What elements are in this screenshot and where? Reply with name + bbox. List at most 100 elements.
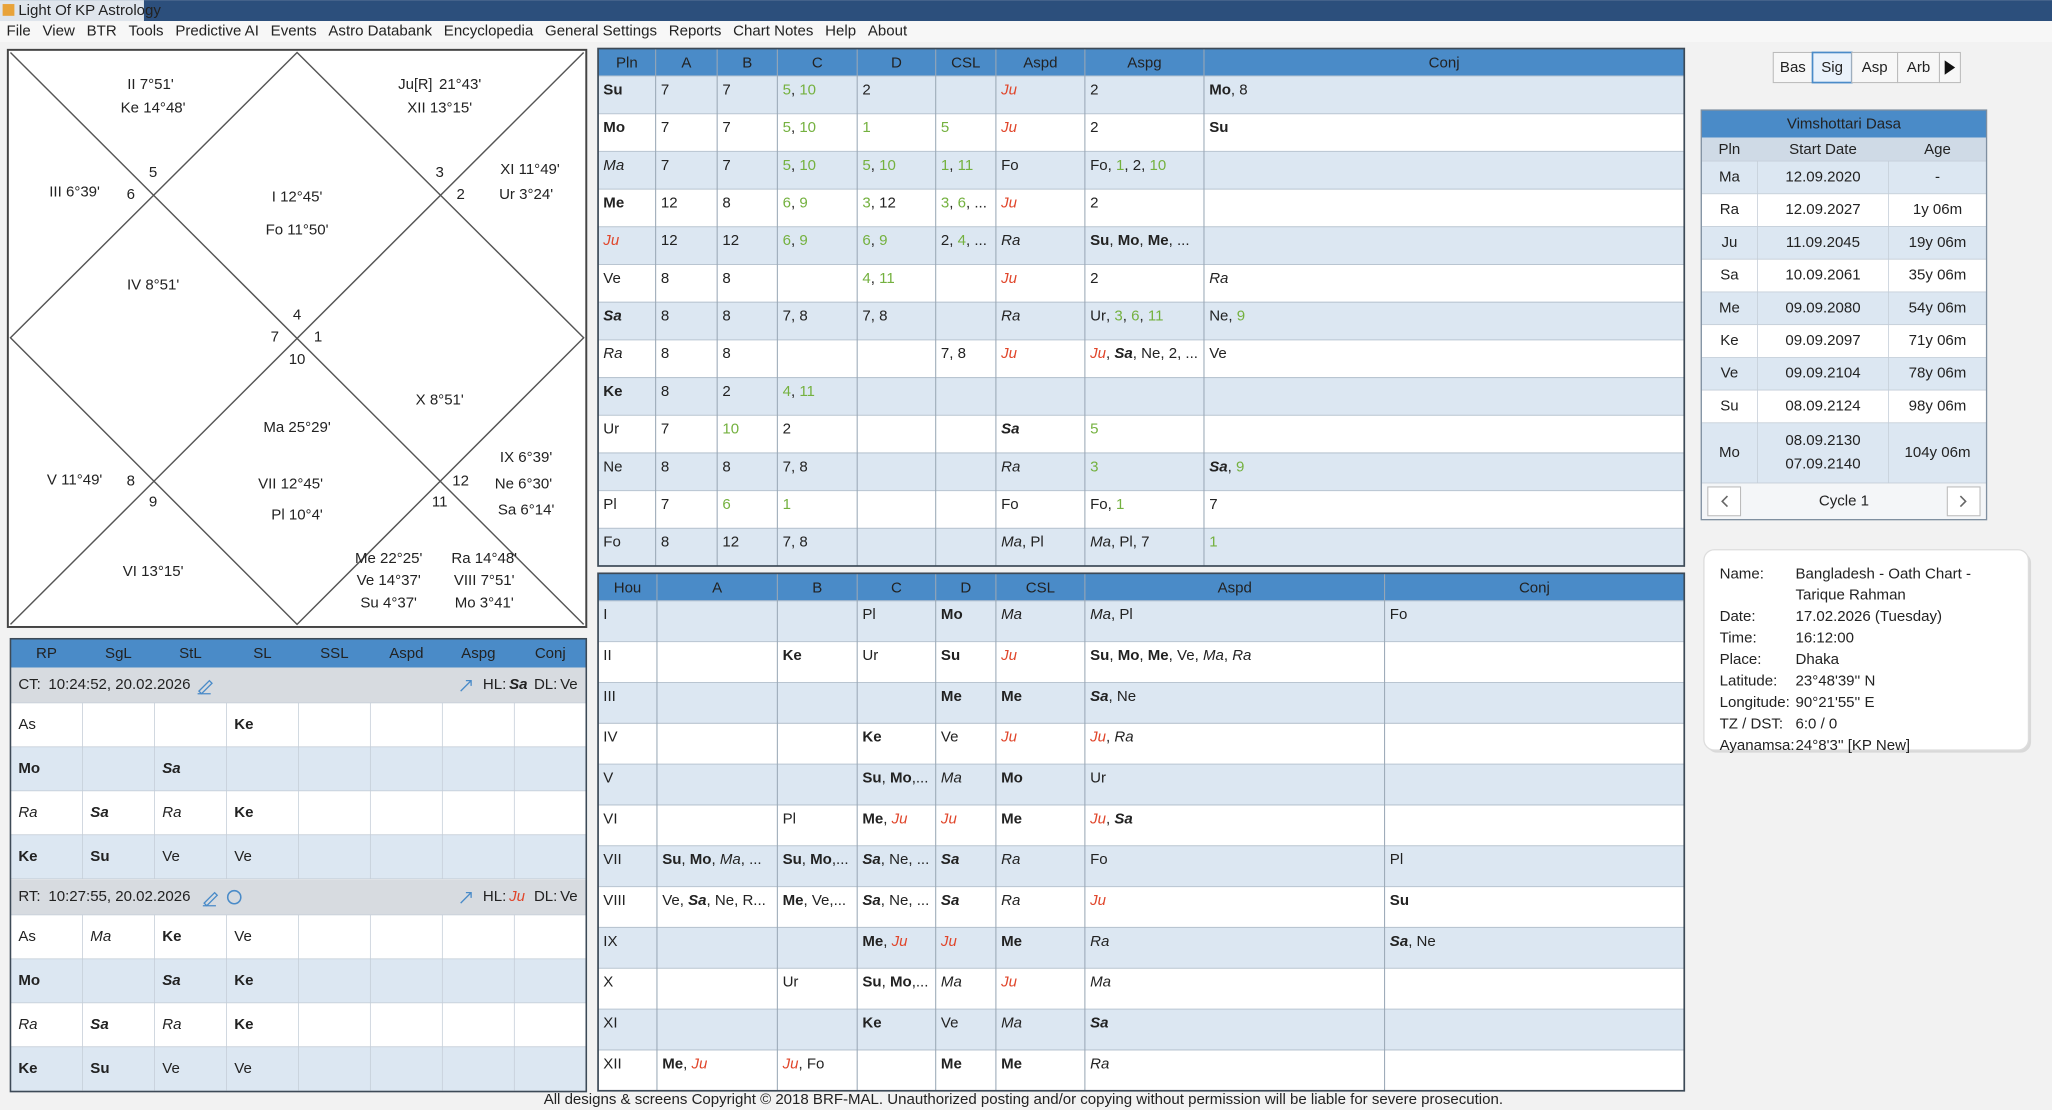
text-run: Me [1148,647,1169,664]
table-cell: Sa [941,892,959,909]
column-header: B [812,579,822,596]
menu-item[interactable]: View [43,22,75,39]
rp-cell: As [18,716,36,733]
table-cell: Mo, 8 [1209,81,1247,98]
tab-label[interactable]: Arb [1907,59,1930,76]
info-label: Name: [1720,566,1764,583]
table-row [598,804,1685,846]
table-cell: 8 [661,383,669,400]
table-cell: XII [603,1055,621,1072]
text-run: Ma [941,974,962,991]
text-run: Ma [720,851,741,868]
text-run: Me [1001,1055,1022,1072]
text-run: Ju [1000,81,1018,98]
chart-label: XII 13°15' [407,100,472,117]
chart-label: Ne 6°30' [495,475,552,492]
dasa-row [1700,193,1987,227]
text-run: , [711,851,719,868]
table-cell: Ma, Pl [1090,606,1133,623]
text-run: Ke [862,1014,881,1031]
menu-item[interactable]: Chart Notes [733,22,813,39]
table-cell: 5, 10 [783,119,816,136]
table-cell: Ve [603,270,621,287]
text-run: Ra [1001,892,1020,909]
edit-icon[interactable] [197,679,213,695]
menu-item[interactable]: Astro Databank [328,22,432,39]
text-run: 7 [661,81,669,98]
text-run: , [882,974,890,991]
dasa-age: 1y 06m [1913,201,1962,218]
text-run: 9 [799,194,807,211]
chart-label: III 6°39' [49,183,100,200]
rp-cell: Ke [234,804,253,821]
column-header: CSL [951,55,980,72]
text-run: Su [1090,647,1109,664]
tab[interactable] [1811,51,1853,84]
tab-next-arrow [1944,60,1956,75]
text-run: Ve [1177,647,1195,664]
table-cell: Me [1001,810,1022,827]
text-run: 12 [879,194,896,211]
menu-item[interactable]: General Settings [545,22,657,39]
table-cell: Ke [862,1014,881,1031]
menu-item[interactable]: Predictive AI [175,22,259,39]
menu-item[interactable]: Help [825,22,856,39]
text-run: Ju [891,933,909,950]
menu-item[interactable]: Tools [128,22,163,39]
dasa-row [1700,291,1987,326]
text-run: , [871,308,879,325]
refresh-icon[interactable] [226,889,242,905]
tab[interactable] [1897,51,1940,84]
text-run: Ma [1090,534,1111,551]
tab[interactable] [1772,51,1814,84]
chart-label: Ur 3°24' [499,186,553,203]
info-label: Date: [1720,608,1756,625]
tab[interactable] [1851,51,1899,84]
text-run: 4 [862,270,870,287]
menu-item[interactable]: About [868,22,908,39]
dasa-date: 09.09.2104 [1785,365,1860,382]
table-cell: 7, 8 [862,308,887,325]
tab-label[interactable]: Bas [1780,59,1806,76]
menu-item[interactable]: BTR [87,22,117,39]
text-run: 7 [722,157,730,174]
dasa-planet: Sa [1720,267,1739,284]
text-run: Ra [1090,1055,1109,1072]
table-cell: 1, 11 [941,157,973,174]
text-run: , [791,458,799,475]
text-run: Ju [940,933,958,950]
expand-icon[interactable] [460,679,472,692]
text-run: Su [1209,119,1228,136]
next-button[interactable] [1946,486,1981,517]
text-run: 5 [862,157,870,174]
table-cell: 7, 8 [783,308,808,325]
edit-icon[interactable] [202,891,219,907]
text-run: Ra [162,1016,181,1033]
text-run: , [1231,81,1239,98]
dasa-row [1700,226,1987,260]
chart-lines [9,51,585,626]
table-cell: 7 [661,81,669,98]
tab-label[interactable]: Asp [1862,59,1888,76]
text-run: ,... [912,769,929,786]
menu-item[interactable]: File [7,22,31,39]
menu-item[interactable]: Encyclopedia [444,22,534,39]
rp-cell: Ra [18,1016,37,1033]
table-row [598,302,1685,340]
prev-button[interactable] [1707,486,1742,517]
table-cell: IV [603,729,617,746]
text-run: , [1108,157,1116,174]
rp-cell: Mo [18,972,40,989]
menu-item[interactable]: Events [271,22,317,39]
text-run: Ju [1000,270,1018,287]
chart-label: Pl 10°4' [271,507,323,524]
expand-icon[interactable] [460,891,472,904]
table-row [598,1049,1685,1091]
chart-label: 10 [289,351,306,368]
tab-label[interactable]: Sig [1821,59,1843,76]
menu-item[interactable]: Reports [669,22,722,39]
text-run: Ve [1209,345,1227,362]
table-row [598,151,1685,190]
text-run: I [603,606,607,623]
text-run: 2 [941,232,949,249]
